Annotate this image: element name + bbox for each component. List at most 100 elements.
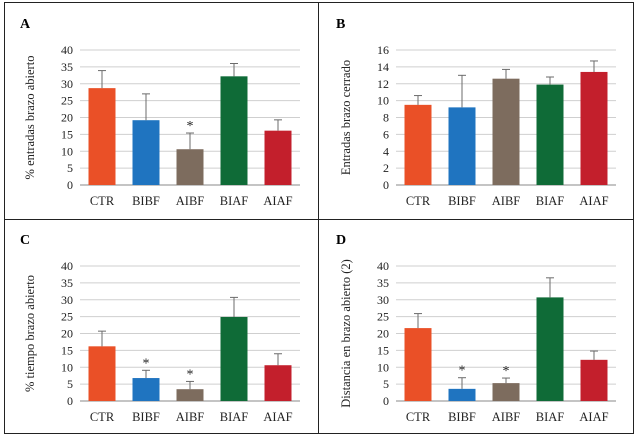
bar-bibf (132, 378, 160, 401)
category-label: CTR (406, 194, 431, 208)
y-tick-label: 10 (377, 94, 389, 108)
chart-b: B 0 2 4 6 8 10 12 14 16 Entradas brazo cerrado CTR B… (336, 17, 616, 208)
bar-aibf (492, 78, 520, 185)
y-tick-label: 20 (377, 327, 389, 341)
bar-ctr (404, 104, 432, 185)
y-tick-label: 30 (61, 77, 73, 91)
y-tick-label: 14 (377, 60, 389, 74)
y-tick-label: 35 (61, 276, 73, 290)
y-tick-label: 15 (61, 127, 73, 141)
significance-mark: * (143, 356, 150, 371)
bar-aibf (492, 383, 520, 401)
bar-biaf (536, 84, 564, 185)
y-tick-label: 5 (67, 161, 73, 175)
y-tick-label: 0 (67, 178, 73, 192)
y-tick-label: 25 (61, 94, 73, 108)
y-axis-label: Entradas brazo cerrado (339, 60, 353, 175)
panel-letter: A (20, 17, 31, 32)
significance-mark: * (459, 364, 466, 379)
chart-d: D 0 5 10 15 20 25 30 35 40 Distancia en brazo abie… (336, 233, 616, 424)
y-tick-label: 5 (383, 377, 389, 391)
y-tick-label: 12 (377, 77, 389, 91)
bar-aibf (176, 149, 204, 185)
bar-aiaf (264, 130, 292, 185)
y-tick-label: 2 (383, 161, 389, 175)
category-label: BIBF (132, 410, 160, 424)
chart-c: C 0 5 10 15 20 25 30 35 40 % tiempo brazo abierto C… (20, 233, 300, 424)
category-label: AIBF (176, 410, 205, 424)
bar-biaf (220, 76, 248, 185)
bar-ctr (88, 88, 116, 185)
bar-biaf (220, 316, 248, 401)
category-label: BIAF (536, 194, 565, 208)
y-axis-label: % entradas brazo abierto (23, 56, 37, 180)
category-label: AIAF (263, 194, 292, 208)
y-tick-label: 16 (377, 43, 389, 57)
y-tick-label: 40 (377, 259, 389, 273)
bar-ctr (404, 328, 432, 401)
y-tick-label: 10 (61, 360, 73, 374)
category-label: BIBF (448, 410, 476, 424)
panel-letter: B (336, 17, 345, 32)
category-label: BIAF (220, 410, 249, 424)
bar-biaf (536, 297, 564, 401)
y-tick-label: 25 (61, 310, 73, 324)
panel-a: A 0 5 10 15 20 25 30 35 40 % entradas brazo abiert… (10, 8, 310, 218)
y-tick-label: 35 (377, 276, 389, 290)
bar-aiaf (580, 71, 608, 185)
y-tick-label: 40 (61, 259, 73, 273)
category-label: BIBF (448, 194, 476, 208)
y-tick-label: 0 (383, 394, 389, 408)
bar-aibf (176, 389, 204, 401)
category-label: BIAF (220, 194, 249, 208)
bar-bibf (448, 107, 476, 185)
y-tick-label: 10 (377, 360, 389, 374)
category-label: CTR (90, 410, 115, 424)
y-tick-label: 15 (377, 343, 389, 357)
significance-mark: * (503, 364, 510, 379)
y-tick-label: 8 (383, 111, 389, 125)
y-tick-label: 20 (61, 111, 73, 125)
bar-aiaf (264, 365, 292, 401)
category-label: AIAF (579, 410, 608, 424)
y-tick-label: 30 (61, 293, 73, 307)
y-tick-label: 0 (383, 178, 389, 192)
category-label: AIAF (579, 194, 608, 208)
y-axis-label: % tiempo brazo abierto (23, 275, 37, 392)
panel-divider-vertical (318, 2, 319, 434)
category-label: AIBF (492, 410, 521, 424)
y-tick-label: 40 (61, 43, 73, 57)
y-tick-label: 0 (67, 394, 73, 408)
y-tick-label: 15 (61, 343, 73, 357)
chart-a: A 0 5 10 15 20 25 30 35 40 % entradas brazo abiert… (20, 17, 300, 208)
y-tick-label: 10 (61, 144, 73, 158)
panel-letter: C (20, 233, 30, 248)
y-tick-label: 5 (67, 377, 73, 391)
y-tick-label: 35 (61, 60, 73, 74)
panel-letter: D (336, 233, 346, 248)
y-tick-label: 6 (383, 127, 389, 141)
category-label: AIBF (176, 194, 205, 208)
category-label: CTR (90, 194, 115, 208)
figure-frame (4, 2, 634, 434)
y-axis-label: Distancia en brazo abierto (2) (339, 259, 353, 408)
significance-mark: * (187, 119, 194, 134)
panel-divider-horizontal (4, 219, 634, 220)
category-label: AIAF (263, 410, 292, 424)
bar-bibf (132, 120, 160, 185)
bar-aiaf (580, 359, 608, 401)
y-tick-label: 20 (61, 327, 73, 341)
y-tick-label: 30 (377, 293, 389, 307)
panel-b: B 0 2 4 6 8 10 12 14 16 Entradas brazo cerrado CTR B… (326, 8, 626, 218)
y-tick-label: 25 (377, 310, 389, 324)
significance-mark: * (187, 367, 194, 382)
category-label: CTR (406, 410, 431, 424)
category-label: BIAF (536, 410, 565, 424)
panel-c: C 0 5 10 15 20 25 30 35 40 % tiempo brazo abierto C… (10, 224, 310, 434)
category-label: BIBF (132, 194, 160, 208)
panel-d: D 0 5 10 15 20 25 30 35 40 Distancia en brazo abie… (326, 224, 626, 434)
bar-bibf (448, 388, 476, 401)
y-tick-label: 4 (383, 144, 389, 158)
bar-ctr (88, 346, 116, 401)
category-label: AIBF (492, 194, 521, 208)
